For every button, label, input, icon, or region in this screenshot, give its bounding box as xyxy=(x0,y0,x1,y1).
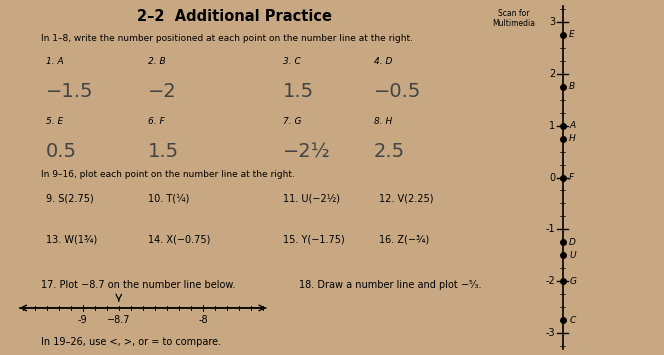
Text: −8.7: −8.7 xyxy=(107,315,131,325)
Text: −1.5: −1.5 xyxy=(46,82,94,101)
Text: 5. E: 5. E xyxy=(46,117,63,126)
Text: G: G xyxy=(569,277,576,286)
Text: 1.5: 1.5 xyxy=(148,142,179,161)
Text: E: E xyxy=(569,30,575,39)
Text: −0.5: −0.5 xyxy=(374,82,422,101)
Text: 3: 3 xyxy=(549,17,555,27)
Text: 6. F: 6. F xyxy=(148,117,165,126)
Text: 1.5: 1.5 xyxy=(283,82,314,101)
Text: H: H xyxy=(569,134,576,143)
Text: In 1–8, write the number positioned at each point on the number line at the righ: In 1–8, write the number positioned at e… xyxy=(41,34,412,43)
Text: Scan for
Multimedia: Scan for Multimedia xyxy=(493,9,535,28)
Text: 18. Draw a number line and plot −⁵⁄₃.: 18. Draw a number line and plot −⁵⁄₃. xyxy=(299,280,481,290)
Text: -8: -8 xyxy=(198,315,208,325)
Text: 14. X(−0.75): 14. X(−0.75) xyxy=(148,234,210,244)
Text: C: C xyxy=(569,316,576,325)
Text: 9. S(2.75): 9. S(2.75) xyxy=(46,193,94,203)
Text: 16. Z(−¾): 16. Z(−¾) xyxy=(380,234,430,244)
Text: 2.5: 2.5 xyxy=(374,142,405,161)
Text: 10. T(¼): 10. T(¼) xyxy=(148,193,190,203)
Text: 2: 2 xyxy=(549,69,555,79)
Text: 2–2  Additional Practice: 2–2 Additional Practice xyxy=(137,9,332,24)
Text: A: A xyxy=(569,121,575,130)
Text: 17. Plot −8.7 on the number line below.: 17. Plot −8.7 on the number line below. xyxy=(41,280,235,290)
Text: 0: 0 xyxy=(549,173,555,182)
Text: 11. U(−2½): 11. U(−2½) xyxy=(283,193,340,203)
Text: 4. D: 4. D xyxy=(374,57,392,66)
Text: B: B xyxy=(569,82,575,91)
Text: U: U xyxy=(569,251,576,260)
Text: −2½: −2½ xyxy=(283,142,331,161)
Text: -2: -2 xyxy=(545,276,555,286)
Text: 12. V(2.25): 12. V(2.25) xyxy=(380,193,434,203)
Text: 2. B: 2. B xyxy=(148,57,166,66)
Text: 13. W(1¾): 13. W(1¾) xyxy=(46,234,97,244)
Text: 8. H: 8. H xyxy=(374,117,392,126)
Text: 3. C: 3. C xyxy=(283,57,300,66)
Text: 1: 1 xyxy=(549,121,555,131)
Text: In 9–16, plot each point on the number line at the right.: In 9–16, plot each point on the number l… xyxy=(41,170,295,179)
Text: In 19–26, use <, >, or = to compare.: In 19–26, use <, >, or = to compare. xyxy=(41,337,220,346)
Text: 7. G: 7. G xyxy=(283,117,301,126)
Text: F: F xyxy=(569,173,574,182)
Text: -9: -9 xyxy=(78,315,88,325)
Text: 1. A: 1. A xyxy=(46,57,64,66)
Text: -3: -3 xyxy=(546,328,555,338)
Text: -1: -1 xyxy=(546,224,555,234)
Text: −2: −2 xyxy=(148,82,177,101)
Text: 0.5: 0.5 xyxy=(46,142,77,161)
Text: 15. Y(−1.75): 15. Y(−1.75) xyxy=(283,234,345,244)
Text: D: D xyxy=(569,238,576,247)
